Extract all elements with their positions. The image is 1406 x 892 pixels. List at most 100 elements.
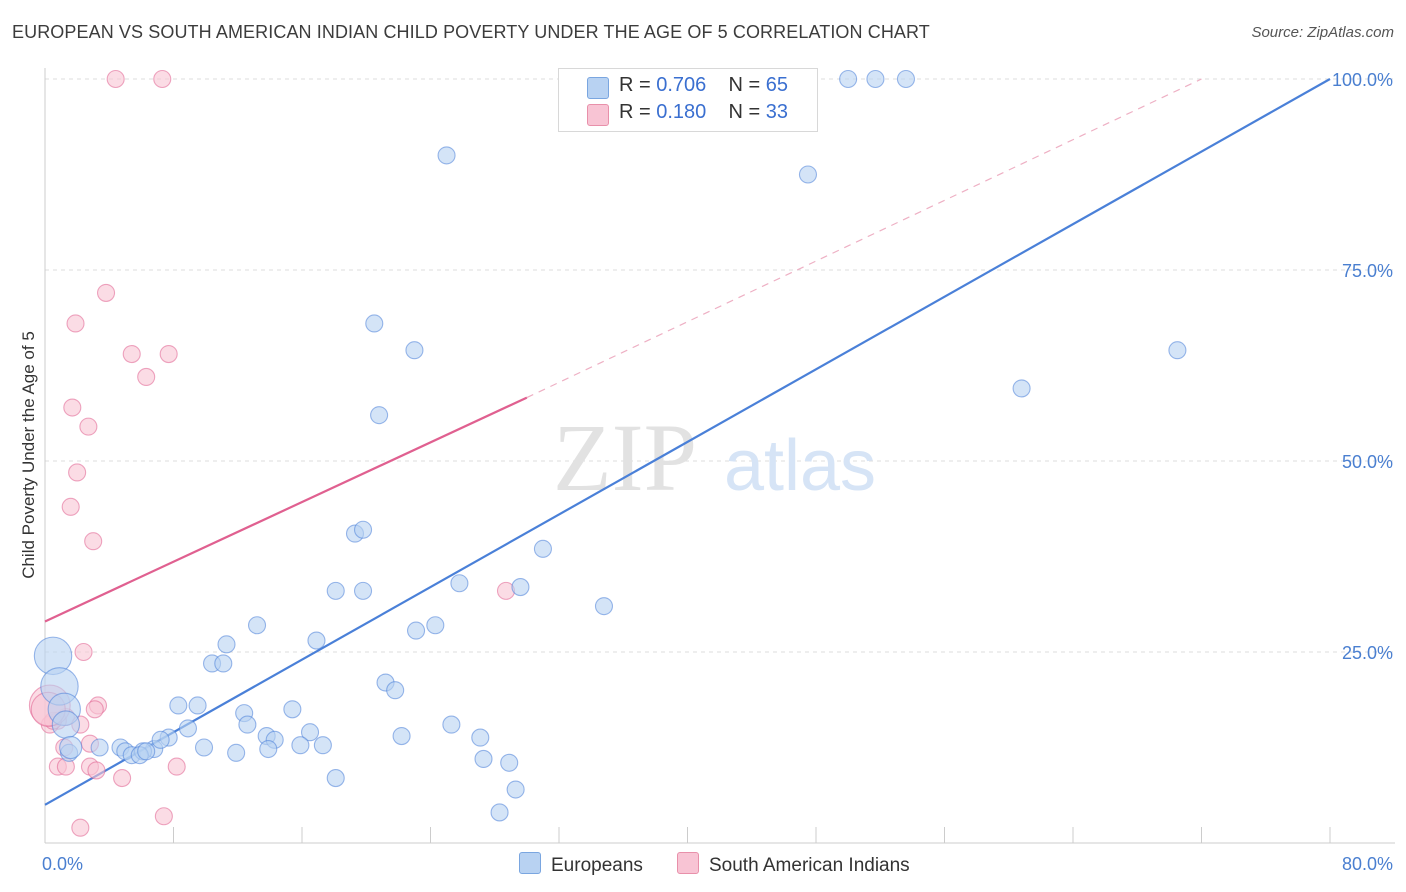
point-south-american-indian (84, 532, 103, 551)
point-european (326, 581, 345, 600)
x-tick-label: 80.0% (1342, 854, 1393, 874)
point-european (326, 769, 345, 788)
point-south-american-indian (85, 700, 104, 719)
point-european (500, 753, 519, 772)
y-tick-label: 100.0% (1332, 70, 1393, 90)
point-south-american-indian (68, 463, 87, 482)
point-european (169, 696, 188, 715)
bottom-legend-label-europeans: Europeans (551, 855, 643, 876)
data-points (28, 69, 1187, 837)
point-european (474, 749, 493, 769)
point-european (1012, 379, 1031, 398)
point-european (247, 616, 267, 635)
point-european (866, 69, 885, 89)
legend-r-value-south-american-indians: 0.180 (656, 101, 707, 123)
grid-lines (45, 78, 1395, 653)
bottom-legend-europeans: Europeans (519, 852, 643, 877)
legend-n-label: N = (728, 101, 761, 123)
point-european (798, 165, 818, 184)
point-south-american-indian (87, 761, 106, 780)
point-european (283, 700, 302, 719)
point-european (307, 631, 326, 650)
point-south-american-indian (159, 344, 178, 364)
point-european (839, 69, 858, 89)
bottom-legend-swatch-south-american-indians (677, 852, 699, 874)
point-european (426, 616, 445, 635)
point-european (896, 69, 916, 89)
point-european (313, 736, 332, 755)
point-european (194, 738, 214, 757)
y-axis-label: Child Poverty Under the Age of 5 (19, 331, 38, 579)
point-south-american-indian (137, 367, 156, 387)
point-european (406, 621, 426, 640)
legend-r-label: R = (619, 101, 651, 123)
point-european (471, 728, 490, 747)
point-european (353, 581, 373, 600)
point-european (365, 314, 384, 333)
legend-swatch-europeans (587, 77, 609, 99)
trend-line-0 (44, 78, 1331, 806)
point-european (178, 719, 198, 738)
point-european (90, 738, 109, 757)
point-european (51, 710, 81, 739)
point-european (594, 597, 614, 616)
y-tick-label: 25.0% (1342, 643, 1393, 663)
legend-n-label: N = (728, 74, 761, 96)
point-european (370, 406, 389, 425)
correlation-legend: R = 0.706 N = 65 R = 0.180 N = 33 (558, 68, 818, 132)
point-european (238, 715, 257, 734)
point-european (353, 520, 373, 539)
point-european (217, 635, 236, 654)
point-european (490, 803, 509, 822)
point-european (450, 574, 469, 593)
chart-title: EUROPEAN VS SOUTH AMERICAN INDIAN CHILD … (12, 22, 930, 42)
point-european (137, 742, 156, 761)
point-south-american-indian (71, 818, 90, 837)
legend-r-value-europeans: 0.706 (656, 74, 707, 96)
bottom-legend-south-american-indians: South American Indians (677, 852, 910, 877)
point-european (188, 696, 207, 715)
point-european (227, 743, 246, 762)
y-tick-label: 75.0% (1342, 261, 1393, 281)
point-south-american-indian (106, 69, 125, 89)
legend-r-label: R = (619, 74, 651, 96)
point-south-american-indian (74, 642, 93, 662)
bottom-legend-label-south-american-indians: South American Indians (709, 855, 910, 876)
tick-labels: 25.0% 50.0% 75.0% 100.0% 0.0% 80.0% (42, 70, 1393, 874)
point-south-american-indian (153, 69, 172, 89)
point-european (405, 341, 424, 360)
point-european (151, 730, 170, 749)
point-european (1168, 341, 1187, 360)
point-south-american-indian (79, 417, 98, 436)
point-south-american-indian (66, 314, 85, 333)
bottom-legend-swatch-europeans (519, 852, 541, 874)
trend-line-1 (44, 396, 528, 623)
point-south-american-indian (96, 283, 116, 302)
point-south-american-indian (63, 398, 82, 417)
point-south-american-indian (113, 769, 132, 788)
point-european (392, 726, 411, 746)
point-south-american-indian (167, 757, 186, 776)
point-european (386, 681, 405, 700)
point-south-american-indian (154, 807, 173, 826)
watermark-zip: ZIP (553, 404, 697, 511)
point-european (291, 736, 310, 755)
legend-n-value-europeans: 65 (765, 74, 789, 96)
source-credit: Source: ZipAtlas.com (1251, 24, 1394, 41)
point-european (442, 715, 461, 734)
point-european (259, 739, 278, 759)
point-european (214, 654, 233, 673)
legend-swatch-south-american-indians (587, 104, 609, 126)
point-european (511, 578, 530, 597)
y-tick-label: 50.0% (1342, 452, 1393, 472)
point-south-american-indian (61, 497, 80, 516)
point-european (506, 780, 525, 799)
point-european (59, 735, 83, 760)
point-european (533, 539, 552, 558)
x-tick-label: 0.0% (42, 854, 83, 874)
point-south-american-indian (122, 344, 141, 364)
point-european (300, 723, 320, 742)
point-european (437, 146, 456, 165)
trend-lines (44, 78, 1331, 806)
